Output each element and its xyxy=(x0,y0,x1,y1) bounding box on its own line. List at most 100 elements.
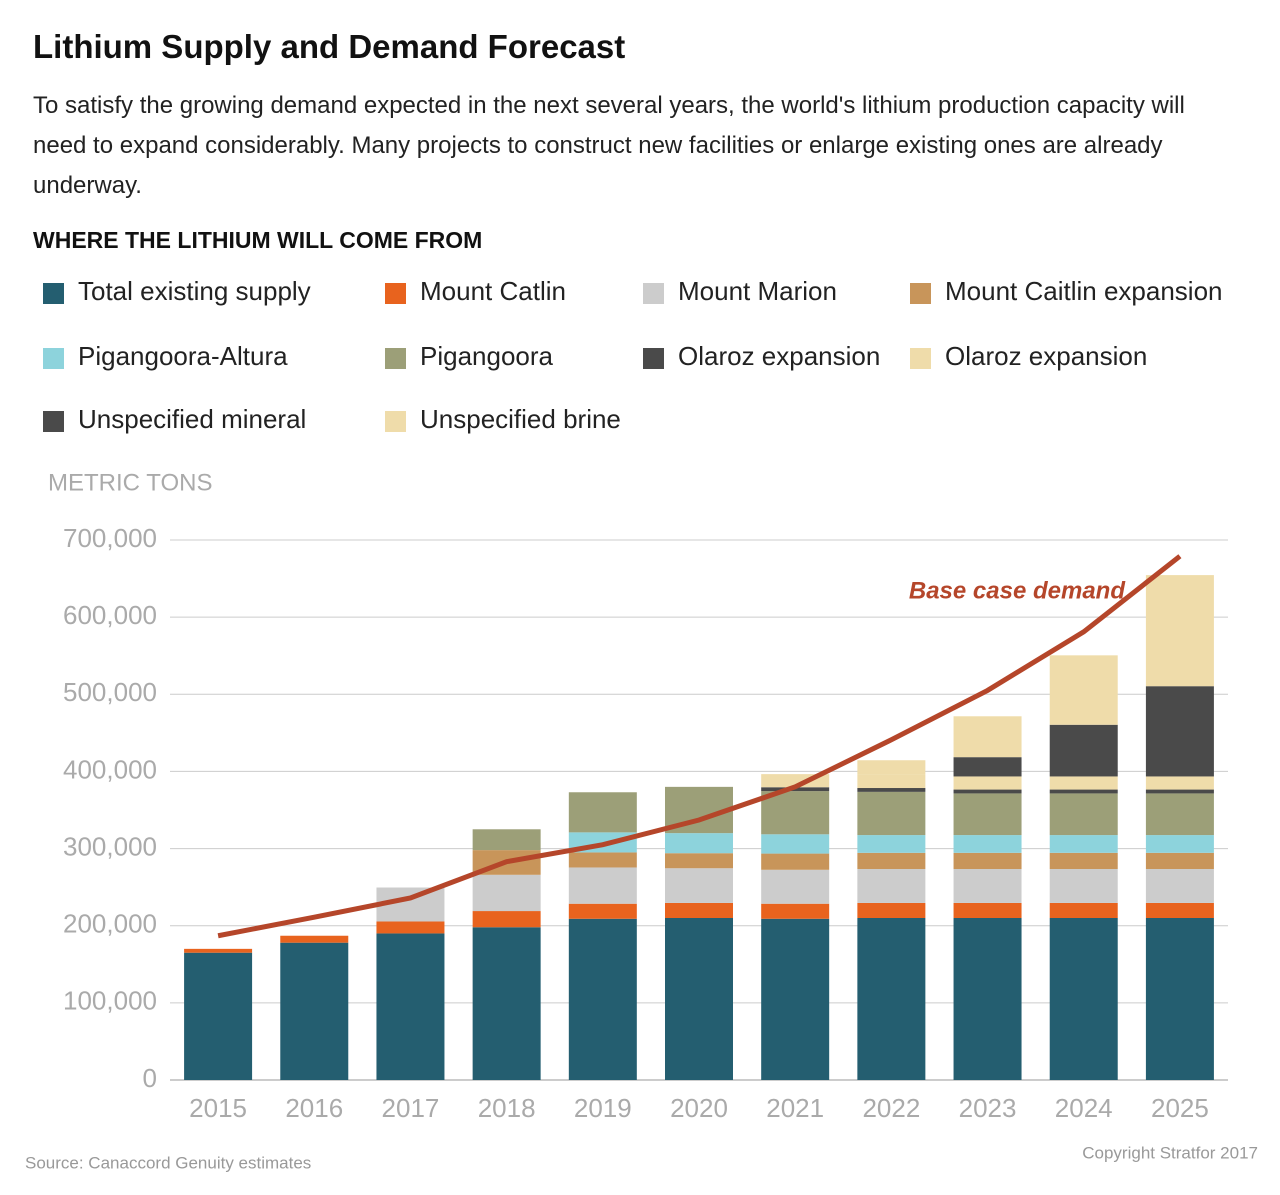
bar-segment xyxy=(280,942,349,1080)
legend-label: Mount Marion xyxy=(678,276,837,306)
bar-segment xyxy=(857,852,926,870)
x-tick-label: 2018 xyxy=(478,1093,536,1123)
bar-segment xyxy=(568,852,637,868)
section-title: WHERE THE LITHIUM WILL COME FROM xyxy=(33,227,483,253)
bar-segment xyxy=(761,834,830,854)
x-tick-label: 2020 xyxy=(670,1093,728,1123)
legend-swatch xyxy=(910,283,931,304)
bar-segment xyxy=(1145,793,1214,836)
bar-segment xyxy=(1049,776,1118,790)
bar-segment xyxy=(761,903,830,919)
bar-segment xyxy=(953,757,1022,777)
legend-label: Olaroz expansion xyxy=(678,341,880,371)
bar-segment xyxy=(1145,902,1214,918)
x-tick-label: 2025 xyxy=(1151,1093,1209,1123)
bar-segment xyxy=(568,918,637,1080)
legend-label: Mount Caitlin expansion xyxy=(945,276,1223,306)
bar-segment xyxy=(953,789,1022,794)
bar-segment xyxy=(1049,918,1118,1080)
bar-segment xyxy=(1049,852,1118,870)
bar-segment xyxy=(184,948,253,953)
bar-segment xyxy=(1145,789,1214,794)
bar-segment xyxy=(472,927,541,1080)
x-tick-label: 2023 xyxy=(959,1093,1017,1123)
bar-segment xyxy=(1145,686,1214,777)
bar-segment xyxy=(568,792,637,833)
bar-segment xyxy=(568,903,637,919)
bar-segment xyxy=(665,853,733,869)
y-tick-label: 400,000 xyxy=(63,754,157,784)
legend-label: Olaroz expansion xyxy=(945,341,1147,371)
legend-swatch xyxy=(43,348,64,369)
demand-line xyxy=(217,554,1182,939)
bar-segment xyxy=(953,902,1022,918)
chart-title: Lithium Supply and Demand Forecast xyxy=(33,28,626,65)
bar-segment xyxy=(953,869,1022,903)
y-tick-label: 700,000 xyxy=(63,523,157,553)
bar-segment xyxy=(857,869,926,903)
bar-segment xyxy=(953,852,1022,870)
bar-segment xyxy=(1145,869,1214,903)
bar-segment xyxy=(857,774,926,789)
bar-segment xyxy=(953,716,1022,758)
legend-label: Pigangoora xyxy=(420,341,554,371)
bar-segment xyxy=(1145,575,1214,687)
bar-segment xyxy=(857,791,926,836)
legend-swatch xyxy=(385,283,406,304)
bar-segment xyxy=(857,918,926,1080)
legend-swatch xyxy=(385,411,406,432)
bar-segment xyxy=(857,835,926,853)
bar-segment xyxy=(184,952,253,1080)
line-annotation: Base case demand xyxy=(909,577,1126,604)
bar-segment xyxy=(953,776,1022,790)
copyright: Copyright Stratfor 2017 xyxy=(1082,1143,1258,1162)
bar-segment xyxy=(376,921,445,934)
x-tick-label: 2017 xyxy=(382,1093,440,1123)
bar-segment xyxy=(1145,918,1214,1080)
legend-label: Mount Catlin xyxy=(420,276,566,306)
subtitle: To satisfy the growing demand expected i… xyxy=(33,92,1185,199)
bar-segment xyxy=(472,829,541,851)
bar-segment xyxy=(1049,724,1118,777)
y-tick-label: 200,000 xyxy=(63,909,157,939)
legend-swatch xyxy=(43,283,64,304)
bar-segment xyxy=(953,835,1022,853)
legend-label: Unspecified brine xyxy=(420,404,621,434)
bar-segment xyxy=(1049,902,1118,918)
bar-segment xyxy=(280,935,349,943)
x-tick-label: 2022 xyxy=(862,1093,920,1123)
x-tick-label: 2024 xyxy=(1055,1093,1113,1123)
y-tick-label: 500,000 xyxy=(63,677,157,707)
legend-swatch xyxy=(643,348,664,369)
bar-segment xyxy=(761,869,830,904)
x-tick-label: 2016 xyxy=(285,1093,343,1123)
source: Source: Canaccord Genuity estimates xyxy=(25,1153,311,1172)
legend-label: Unspecified mineral xyxy=(78,404,306,434)
bar-segment xyxy=(953,793,1022,836)
bar-segment xyxy=(761,853,830,870)
bar-segment xyxy=(665,868,733,903)
legend-label: Pigangoora-Altura xyxy=(78,341,288,371)
y-tick-label: 0 xyxy=(143,1063,157,1093)
bar-segment xyxy=(1145,776,1214,790)
x-tick-label: 2019 xyxy=(574,1093,632,1123)
bar-segment xyxy=(761,791,830,835)
bar-segment xyxy=(857,902,926,918)
bar-segment xyxy=(665,902,733,918)
bar-segment xyxy=(1049,655,1118,725)
y-axis-label: METRIC TONS xyxy=(48,469,212,496)
bar-segment xyxy=(376,933,445,1080)
legend-swatch xyxy=(910,348,931,369)
bar-segment xyxy=(1049,835,1118,853)
y-tick-label: 100,000 xyxy=(63,986,157,1016)
bar-segment xyxy=(857,788,926,792)
x-tick-label: 2015 xyxy=(189,1093,247,1123)
bar-segment xyxy=(472,911,541,928)
bar-segment xyxy=(1145,852,1214,870)
bar-segment xyxy=(665,918,733,1080)
y-tick-label: 300,000 xyxy=(63,831,157,861)
legend-swatch xyxy=(43,411,64,432)
bar-segment xyxy=(1049,789,1118,794)
legend-swatch xyxy=(385,348,406,369)
legend-label: Total existing supply xyxy=(78,276,311,306)
